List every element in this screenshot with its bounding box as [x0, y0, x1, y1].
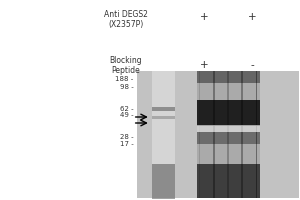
Bar	[213, 71, 215, 198]
Text: Anti DEGS2
(X2357P): Anti DEGS2 (X2357P)	[104, 10, 148, 29]
Text: 188 -: 188 -	[115, 76, 134, 82]
Bar	[196, 125, 260, 132]
Text: +: +	[248, 12, 256, 22]
Text: -: -	[250, 60, 254, 70]
Text: 98 -: 98 -	[120, 84, 134, 90]
Text: 49 -: 49 -	[120, 112, 134, 118]
Text: 28 -: 28 -	[120, 134, 134, 140]
Bar	[152, 116, 175, 118]
Bar	[152, 107, 175, 111]
Bar	[196, 100, 260, 126]
Text: Blocking
Peptide: Blocking Peptide	[110, 56, 142, 75]
Bar	[196, 164, 260, 198]
Text: 62 -: 62 -	[120, 106, 134, 112]
Bar	[241, 71, 243, 198]
Bar	[227, 71, 229, 198]
Bar	[199, 71, 200, 198]
Text: +: +	[200, 60, 208, 70]
Bar	[256, 71, 257, 198]
Bar	[152, 164, 175, 199]
Bar	[196, 71, 260, 83]
Bar	[196, 71, 260, 198]
Bar	[196, 132, 260, 144]
Text: +: +	[200, 12, 208, 22]
Bar	[136, 71, 298, 198]
Bar	[152, 71, 175, 198]
Text: 17 -: 17 -	[120, 141, 134, 147]
